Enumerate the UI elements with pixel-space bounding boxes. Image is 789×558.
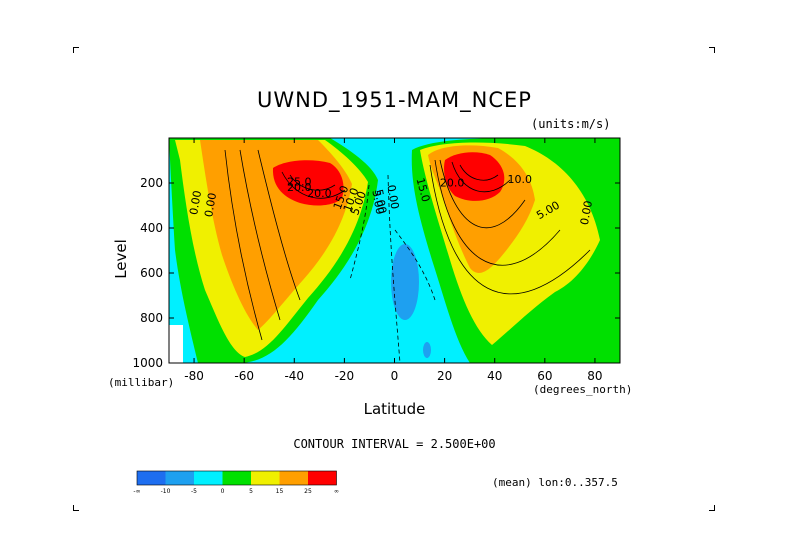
x-axis-units: (degrees_north) xyxy=(533,383,633,396)
colorbar-frame xyxy=(136,470,337,486)
negative-pocket-small xyxy=(423,342,431,358)
y-tick-label: 600 xyxy=(140,266,163,280)
y-tick-label: 400 xyxy=(140,221,163,235)
colorbar-label: 25 xyxy=(304,488,312,495)
colorbar: -∞ -10 -5 0 5 15 25 ∞ xyxy=(133,470,339,495)
contour-label: 10.0 xyxy=(508,173,533,186)
mean-longitude-text: (mean) lon:0..357.5 xyxy=(492,476,618,489)
contour-label: 0.00 xyxy=(578,200,595,226)
corner-mark-top-left xyxy=(73,47,79,53)
x-axis: -80 -60 -40 -20 0 20 40 60 80 xyxy=(184,138,603,383)
sh-contour-25 xyxy=(272,160,344,206)
missing-data-antarctic xyxy=(169,325,183,363)
contour-label-layer: 25.020.020.0 15.010.05.000.000.00 5.000.00… xyxy=(187,173,595,226)
contour-label: 15.0 xyxy=(413,176,432,203)
x-tick-label: -60 xyxy=(234,369,254,383)
nh-contour-25 xyxy=(444,152,505,201)
colorbar-label: 15 xyxy=(276,488,284,495)
x-tick-label: 80 xyxy=(587,369,602,383)
negative-pocket-equator xyxy=(391,244,419,320)
colorbar-label: 0 xyxy=(221,488,225,495)
colorbar-label: -5 xyxy=(191,488,197,495)
contour-label: 20.0 xyxy=(440,176,465,189)
x-tick-label: -20 xyxy=(335,369,355,383)
colorbar-swatch xyxy=(279,471,308,485)
x-tick-label: -80 xyxy=(184,369,204,383)
y-tick-label: 1000 xyxy=(132,356,163,370)
x-tick-label: 60 xyxy=(537,369,552,383)
contour-label: 5.00 xyxy=(372,188,389,214)
contour-label: 0.00 xyxy=(202,192,219,218)
colorbar-swatch xyxy=(137,471,166,485)
corner-mark-bottom-right xyxy=(709,505,715,511)
contour-label: 5.00 xyxy=(369,189,386,215)
contour-label: 20.0 xyxy=(307,187,332,200)
chart-title: UWND_1951-MAM_NCEP xyxy=(257,88,532,112)
contour-label: 20.0 xyxy=(287,181,312,194)
contour-interval-text: CONTOUR INTERVAL = 2.500E+00 xyxy=(293,437,496,451)
colorbar-swatch xyxy=(194,471,223,485)
units-label: (units:m/s) xyxy=(531,117,611,131)
filled-contours xyxy=(169,138,620,363)
x-tick-label: -40 xyxy=(284,369,304,383)
x-tick-label: 20 xyxy=(437,369,452,383)
x-axis-label: Latitude xyxy=(363,400,426,418)
y-axis-units: (millibar) xyxy=(108,376,175,389)
contour-label: 25.0 xyxy=(287,175,312,188)
x-tick-label: 0 xyxy=(391,369,399,383)
x-tick-label: 40 xyxy=(487,369,502,383)
corner-mark-bottom-left xyxy=(73,505,79,511)
y-axis: 200 400 600 800 1000 xyxy=(132,176,620,370)
contour-label: 0.00 xyxy=(384,184,401,210)
colorbar-label: -10 xyxy=(161,488,171,495)
y-tick-label: 200 xyxy=(140,176,163,190)
colorbar-label: ∞ xyxy=(334,488,339,495)
colorbar-label: -∞ xyxy=(133,488,140,495)
colorbar-swatch xyxy=(308,471,337,485)
colorbar-label: 5 xyxy=(249,488,253,495)
colorbar-swatch xyxy=(222,471,251,485)
contour-lines xyxy=(224,149,591,363)
colorbar-swatch xyxy=(165,471,194,485)
contour-label: 0.00 xyxy=(187,189,204,215)
y-tick-label: 800 xyxy=(140,311,163,325)
colorbar-swatch xyxy=(251,471,280,485)
corner-mark-top-right xyxy=(709,47,715,53)
